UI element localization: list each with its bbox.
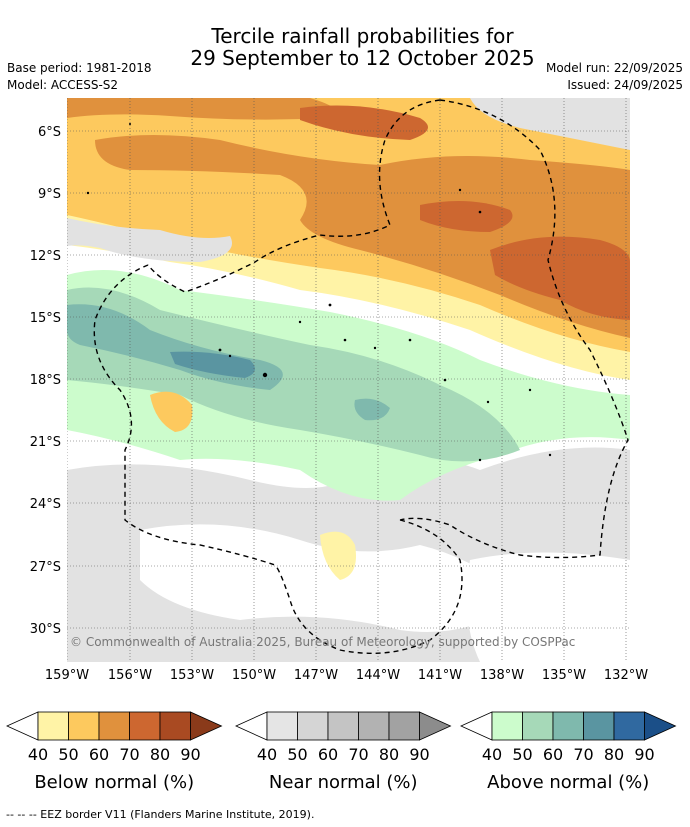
colorbar-tick-label: 40 <box>482 745 502 764</box>
colorbar-tick-label: 60 <box>543 745 563 764</box>
eez-border-south <box>274 519 463 654</box>
near-normal-south-light <box>140 524 520 632</box>
colorbar-tick-label: 50 <box>512 745 532 764</box>
colorbar-tick-label: 70 <box>348 745 368 764</box>
lat-label: 6°S <box>38 125 61 140</box>
eez-legend-note: -- -- -- EEZ border V11 (Flanders Marine… <box>6 808 315 821</box>
lon-label: 150°W <box>232 668 276 683</box>
colorbar-segment <box>98 711 130 741</box>
colorbar-left-arrow <box>460 711 493 741</box>
colorbar-tick-label: 90 <box>409 745 429 764</box>
eez-borders <box>93 99 629 654</box>
colorbar-tick-label: 70 <box>573 745 593 764</box>
lat-label: 12°S <box>30 249 61 264</box>
map-title-line2: 29 September to 12 October 2025 <box>190 46 535 70</box>
forecast-map: 6°S 9°S 12°S 15°S 18°S 21°S 24°S 27°S 30… <box>6 98 677 793</box>
below-normal-60-strip <box>67 98 337 120</box>
above-normal-50-region <box>67 287 520 462</box>
colorbar-segment <box>159 711 191 741</box>
above-normal-70-region <box>170 351 255 378</box>
lat-label: 18°S <box>30 373 61 388</box>
below-normal-70-region-mid <box>420 201 513 232</box>
lon-label: 138°W <box>480 668 524 683</box>
near-normal-west <box>67 218 232 262</box>
colorbar-left-arrow <box>235 711 268 741</box>
colorbar-2: 40 50 60 70 80 90 Above normal (%) <box>460 711 677 793</box>
colorbar-right-arrow <box>190 711 223 741</box>
map-title-line1: Tercile rainfall probabilities for <box>211 24 514 48</box>
eez-border-cook-islands <box>93 264 276 566</box>
colorbar-segment <box>491 711 523 741</box>
colorbar-tick-label: 80 <box>604 745 624 764</box>
lon-label: 135°W <box>542 668 586 683</box>
colorbar-segment <box>358 711 390 741</box>
colorbar-tick-label: 40 <box>28 745 48 764</box>
below-normal-70-region <box>300 105 428 140</box>
colorbar-title: Above normal (%) <box>487 772 649 793</box>
lon-label: 159°W <box>45 668 89 683</box>
colorbar-right-arrow <box>419 711 452 741</box>
colorbar-segment <box>68 711 100 741</box>
issued-text: Issued: 24/09/2025 <box>567 78 683 92</box>
latitude-axis: 6°S 9°S 12°S 15°S 18°S 21°S 24°S 27°S 30… <box>30 125 61 637</box>
colorbar-segment <box>297 711 329 741</box>
below-normal-blob <box>150 391 193 432</box>
lat-label: 9°S <box>38 187 61 202</box>
colorbar-1: 40 50 60 70 80 90 Near normal (%) <box>235 711 452 793</box>
lat-label: 15°S <box>30 311 61 326</box>
colorbar-tick-label: 80 <box>150 745 170 764</box>
colorbar-title: Near normal (%) <box>269 772 418 793</box>
colorbar-segment <box>37 711 69 741</box>
copyright-text: © Commonwealth of Australia 2025, Bureau… <box>70 635 575 649</box>
colorbar-segment <box>129 711 161 741</box>
colorbar-segment <box>522 711 554 741</box>
colorbar-tick-label: 70 <box>119 745 139 764</box>
colorbars: 40 50 60 70 80 90 Below normal (%) 40 50 60 70 80 90… <box>6 711 677 793</box>
lat-label: 27°S <box>30 560 61 575</box>
colorbar-segment <box>388 711 420 741</box>
colorbar-right-arrow <box>644 711 677 741</box>
eez-border-french-polynesia-north <box>147 99 441 293</box>
graticule <box>67 98 630 662</box>
lat-label: 24°S <box>30 497 61 512</box>
lon-label: 141°W <box>418 668 462 683</box>
lon-label: 153°W <box>170 668 214 683</box>
islands <box>86 123 552 462</box>
colorbar-tick-label: 90 <box>634 745 654 764</box>
colorbar-tick-label: 40 <box>257 745 277 764</box>
base-period-text: Base period: 1981-2018 <box>7 61 152 75</box>
colorbar-tick-label: 80 <box>379 745 399 764</box>
colorbar-segment <box>613 711 645 741</box>
model-run-text: Model run: 22/09/2025 <box>545 61 683 75</box>
colorbar-tick-label: 60 <box>89 745 109 764</box>
colorbar-segment <box>583 711 615 741</box>
colorbar-segment <box>552 711 584 741</box>
lon-label: 132°W <box>604 668 648 683</box>
colorbar-title: Below normal (%) <box>34 772 194 793</box>
lon-label: 147°W <box>294 668 338 683</box>
colorbar-tick-label: 50 <box>287 745 307 764</box>
probability-field <box>67 98 630 662</box>
below-normal-70-region-east <box>490 236 630 320</box>
colorbar-0: 40 50 60 70 80 90 Below normal (%) <box>6 711 223 793</box>
lat-label: 21°S <box>30 435 61 450</box>
below-normal-60-region <box>95 135 630 338</box>
colorbar-segment <box>327 711 359 741</box>
eez-border-french-polynesia <box>399 99 629 559</box>
lon-label: 144°W <box>356 668 400 683</box>
lon-label: 156°W <box>108 668 152 683</box>
longitude-axis: 159°W 156°W 153°W 150°W 147°W 144°W 141°… <box>45 668 648 683</box>
colorbar-tick-label: 60 <box>318 745 338 764</box>
colorbar-left-arrow <box>6 711 39 741</box>
colorbar-tick-label: 90 <box>180 745 200 764</box>
near-normal-north <box>470 98 630 150</box>
model-text: Model: ACCESS-S2 <box>7 78 119 92</box>
lat-label: 30°S <box>30 622 61 637</box>
colorbar-tick-label: 50 <box>58 745 78 764</box>
colorbar-segment <box>266 711 298 741</box>
below-normal-blob-south <box>320 531 356 580</box>
near-normal-south-east <box>466 552 630 662</box>
above-normal-60-dot <box>354 398 390 421</box>
